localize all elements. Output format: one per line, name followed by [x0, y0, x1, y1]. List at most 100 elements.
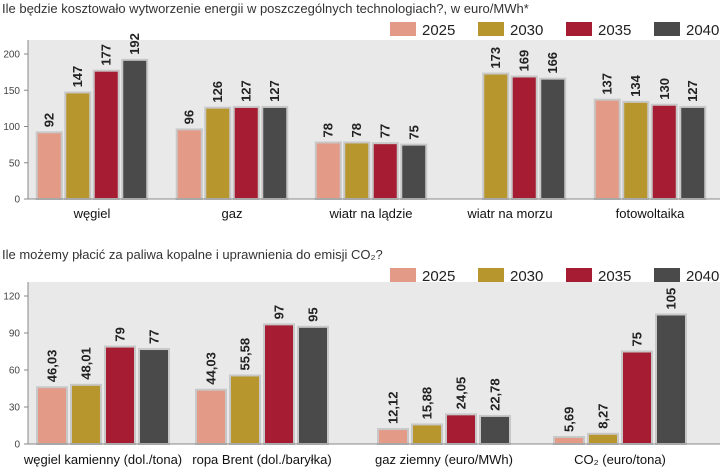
- data-label: 44,03: [204, 352, 219, 385]
- y-tick-label: 30: [9, 403, 21, 414]
- legend-swatch-2040: [654, 268, 680, 282]
- data-label: 177: [99, 44, 114, 66]
- legend-label-2040: 2040: [686, 268, 719, 285]
- bar-2030: [587, 432, 619, 445]
- legend-swatch-2025: [390, 22, 416, 36]
- chart-title-fuel-prices: Ile możemy płacić za paliwa kopalne i up…: [2, 247, 383, 262]
- data-label: 97: [272, 305, 287, 319]
- chart-1: 2025 2030 2035 2040 0 50 100 150 200 węgiel gaz wia…: [3, 22, 720, 221]
- bar-2025: [36, 386, 68, 446]
- data-label: 12,12: [386, 392, 401, 425]
- bar-2035: [104, 345, 136, 446]
- data-label: 96: [182, 110, 197, 124]
- bar-2030: [482, 72, 510, 200]
- bar-2040: [655, 313, 687, 445]
- y-tick-label: 0: [14, 440, 20, 451]
- bar-2035: [445, 413, 477, 446]
- category-label: węgiel: [73, 206, 111, 221]
- y-tick-label: 150: [3, 86, 20, 97]
- y-tick-label: 100: [3, 122, 20, 133]
- legend-swatch-2035: [566, 22, 592, 36]
- data-label: 48,01: [79, 347, 94, 380]
- data-label: 75: [630, 332, 645, 346]
- data-label: 192: [127, 33, 142, 55]
- category-label: CO₂ (euro/tona): [574, 452, 666, 467]
- legend-label-2035: 2035: [598, 268, 631, 285]
- legend-label-2030: 2030: [510, 22, 543, 39]
- bar-2040: [479, 414, 511, 445]
- data-label: 147: [70, 66, 85, 88]
- data-label: 46,03: [45, 350, 60, 383]
- bar-2030: [229, 374, 261, 445]
- data-label: 137: [600, 73, 615, 95]
- legend-label-2040: 2040: [686, 22, 719, 39]
- data-label: 22,78: [488, 378, 503, 411]
- legend-label-2025: 2025: [422, 268, 455, 285]
- y-tick-label: 90: [9, 329, 21, 340]
- data-label: 173: [488, 47, 503, 69]
- data-label: 79: [113, 327, 128, 341]
- data-label: 134: [628, 74, 643, 96]
- bar-2025: [195, 388, 227, 445]
- bar-2040: [138, 348, 170, 445]
- bar-2030: [64, 91, 92, 200]
- bar-2030: [343, 141, 371, 200]
- category-label: węgiel kamienny (dol./tona): [23, 452, 182, 467]
- bar-2025: [35, 131, 63, 200]
- data-label: 127: [685, 80, 700, 102]
- bar-2030: [622, 100, 650, 200]
- chart-2: 2025 2030 2035 2040 0 30 60 90 120 węgiel kamienn…: [3, 268, 720, 467]
- data-label: 95: [306, 307, 321, 321]
- bar-2025: [377, 428, 409, 446]
- bar-2040: [400, 143, 428, 200]
- data-label: 8,27: [596, 403, 611, 428]
- data-label: 55,58: [238, 338, 253, 371]
- bar-2030: [411, 423, 443, 446]
- bar-2025: [593, 98, 621, 200]
- legend-label-2025: 2025: [422, 22, 455, 39]
- category-label: gaz ziemny (euro/MWh): [375, 452, 513, 467]
- data-label: 92: [42, 113, 57, 127]
- category-label: ropa Brent (dol./baryłka): [192, 452, 331, 467]
- bar-2035: [621, 350, 653, 445]
- bar-2025: [553, 435, 585, 445]
- data-label: 75: [406, 125, 421, 139]
- bar-2040: [679, 105, 707, 200]
- bar-2025: [314, 141, 342, 200]
- category-label: wiatr na morzu: [466, 206, 552, 221]
- legend-swatch-2030: [478, 268, 504, 282]
- bar-2035: [510, 75, 538, 200]
- legend-label-2035: 2035: [598, 22, 631, 39]
- data-label: 78: [349, 123, 364, 137]
- y-tick-label: 200: [3, 50, 20, 61]
- legend-swatch-2030: [478, 22, 504, 36]
- data-label: 5,69: [562, 407, 577, 432]
- legend-swatch-2040: [654, 22, 680, 36]
- y-tick-label: 120: [3, 292, 20, 303]
- bar-2040: [297, 325, 329, 446]
- bar-2035: [650, 103, 678, 200]
- legend-swatch-2025: [390, 268, 416, 282]
- y-tick-label: 0: [14, 195, 20, 206]
- bar-2035: [263, 323, 295, 445]
- category-label: wiatr na lądzie: [328, 206, 412, 221]
- data-label: 126: [210, 81, 225, 103]
- data-label: 15,88: [420, 387, 435, 420]
- data-label: 127: [239, 80, 254, 102]
- data-label: 127: [267, 80, 282, 102]
- category-label: fotowoltaika: [616, 206, 685, 221]
- data-label: 130: [657, 78, 672, 100]
- bar-2030: [204, 106, 232, 200]
- category-label: gaz: [222, 206, 243, 221]
- bar-2040: [121, 58, 149, 200]
- data-label: 77: [378, 124, 393, 138]
- bar-2035: [92, 69, 120, 200]
- data-label: 105: [664, 288, 679, 310]
- legend-swatch-2035: [566, 268, 592, 282]
- bar-2035: [371, 142, 399, 201]
- data-label: 77: [147, 330, 162, 344]
- data-label: 169: [517, 50, 532, 72]
- data-label: 166: [545, 52, 560, 74]
- bar-2025: [175, 128, 203, 200]
